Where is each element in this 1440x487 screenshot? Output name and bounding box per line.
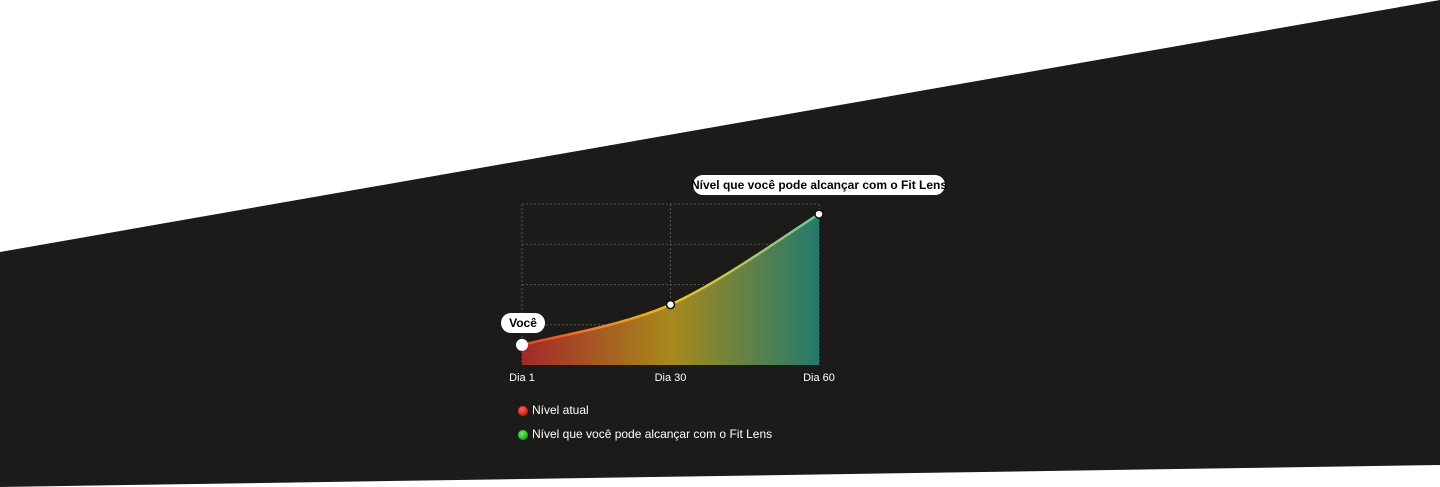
- legend-dot: [518, 406, 528, 416]
- plot: Dia 1 Dia 30 Dia 60 Você Nível que você pode…: [501, 175, 947, 441]
- legend-label: Nível que você pode alcançar com o Fit L…: [532, 427, 772, 441]
- legend-label: Nível atual: [532, 403, 589, 417]
- x-tick-label: Dia 30: [655, 372, 687, 384]
- point: [516, 338, 528, 351]
- annotation-pill: [501, 313, 545, 333]
- point: [814, 209, 824, 219]
- x-tick-label: Dia 60: [803, 372, 835, 384]
- annotation: Você: [509, 316, 537, 330]
- x-tick-label: Dia 1: [509, 372, 535, 384]
- annotation-pill: [693, 175, 945, 195]
- legend-dot: [518, 430, 528, 440]
- point: [665, 299, 676, 310]
- annotation: Nível que você pode alcançar com o Fit L…: [691, 178, 947, 192]
- area: [522, 214, 819, 365]
